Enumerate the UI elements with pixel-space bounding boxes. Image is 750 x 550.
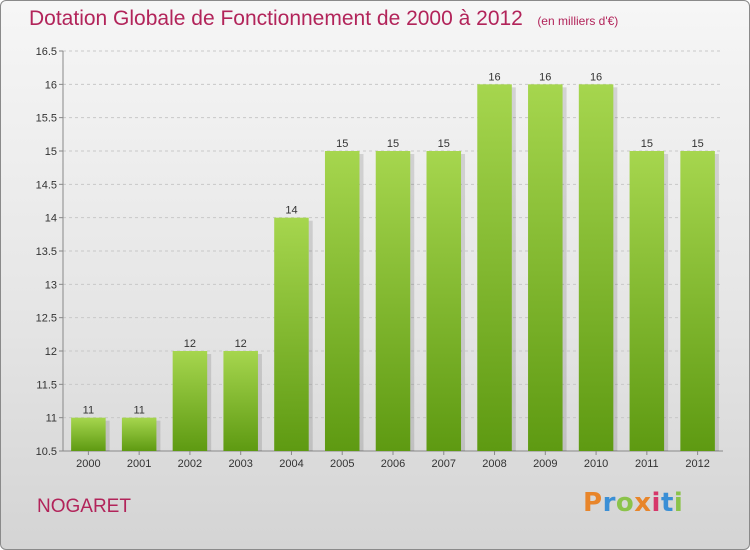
y-tick-label: 12 bbox=[45, 346, 57, 358]
y-tick-label: 15 bbox=[45, 146, 57, 158]
bar-value-label: 16 bbox=[539, 71, 551, 83]
chart-subtitle: (en milliers d'€) bbox=[537, 14, 619, 28]
x-tick-label: 2006 bbox=[381, 458, 405, 470]
x-tick-label: 2009 bbox=[533, 458, 557, 470]
bar-value-label: 11 bbox=[133, 405, 144, 417]
bar bbox=[528, 84, 563, 451]
commune-name: NOGARET bbox=[37, 496, 131, 517]
x-tick-label: 2008 bbox=[482, 458, 506, 470]
bar bbox=[375, 151, 411, 451]
logo-letter: P bbox=[583, 488, 603, 518]
bar-value-label: 11 bbox=[83, 405, 94, 417]
bar-value-label: 15 bbox=[438, 138, 450, 150]
bar bbox=[324, 151, 360, 451]
y-tick-label: 11.5 bbox=[36, 379, 57, 391]
bar-value-label: 16 bbox=[488, 71, 500, 83]
bar-value-label: 12 bbox=[184, 338, 196, 350]
chart-title: Dotation Globale de Fonctionnement de 20… bbox=[29, 7, 523, 30]
bar-value-label: 15 bbox=[336, 138, 348, 150]
x-tick-label: 2007 bbox=[432, 458, 456, 470]
bar-value-label: 15 bbox=[641, 138, 653, 150]
bar bbox=[477, 84, 512, 451]
y-tick-label: 11 bbox=[46, 413, 57, 425]
y-tick-label: 12.5 bbox=[36, 313, 57, 325]
y-tick-label: 13 bbox=[45, 279, 57, 291]
x-tick-label: 2005 bbox=[330, 458, 354, 470]
x-tick-label: 2011 bbox=[635, 458, 659, 470]
bar bbox=[680, 151, 715, 451]
bar-value-label: 15 bbox=[691, 138, 703, 150]
x-tick-label: 2002 bbox=[178, 458, 202, 470]
bar bbox=[629, 151, 665, 451]
proxiti-logo[interactable]: Proxiti bbox=[583, 488, 683, 518]
bar bbox=[223, 351, 258, 451]
bar-value-label: 16 bbox=[590, 71, 602, 83]
bar bbox=[426, 151, 462, 451]
y-tick-label: 16 bbox=[45, 79, 57, 91]
title-row: Dotation Globale de Fonctionnement de 20… bbox=[29, 7, 618, 31]
y-tick-label: 16.5 bbox=[36, 46, 57, 58]
y-tick-label: 15.5 bbox=[36, 113, 57, 125]
y-tick-label: 14 bbox=[45, 213, 57, 225]
labels: 10.5 11 11.5 12 12.5 13 13.5 14 14.5 15 15.5 16 16.5… bbox=[36, 46, 710, 470]
bar bbox=[121, 417, 157, 451]
logo-letter: i bbox=[673, 488, 684, 518]
bar-value-label: 12 bbox=[235, 338, 247, 350]
y-tick-label: 13.5 bbox=[36, 246, 57, 258]
x-tick-label: 2001 bbox=[127, 458, 151, 470]
bar-value-label: 14 bbox=[285, 205, 297, 217]
bar bbox=[172, 351, 208, 451]
logo-letter: o bbox=[615, 488, 635, 518]
x-tick-label: 2000 bbox=[76, 458, 100, 470]
bar bbox=[71, 417, 106, 451]
bar bbox=[578, 84, 614, 451]
x-tick-label: 2003 bbox=[228, 458, 252, 470]
bars bbox=[71, 84, 719, 451]
logo-letter: x bbox=[634, 488, 652, 518]
x-tick-label: 2010 bbox=[584, 458, 608, 470]
y-tick-label: 14.5 bbox=[36, 179, 57, 191]
bar-value-label: 15 bbox=[387, 138, 399, 150]
y-tick-label: 10.5 bbox=[36, 446, 57, 458]
bar bbox=[274, 217, 309, 451]
logo-letter: i bbox=[651, 488, 661, 518]
x-tick-label: 2012 bbox=[685, 458, 709, 470]
x-tick-label: 2004 bbox=[279, 458, 303, 470]
logo-letter: t bbox=[660, 488, 674, 518]
logo-letter: r bbox=[602, 488, 616, 518]
